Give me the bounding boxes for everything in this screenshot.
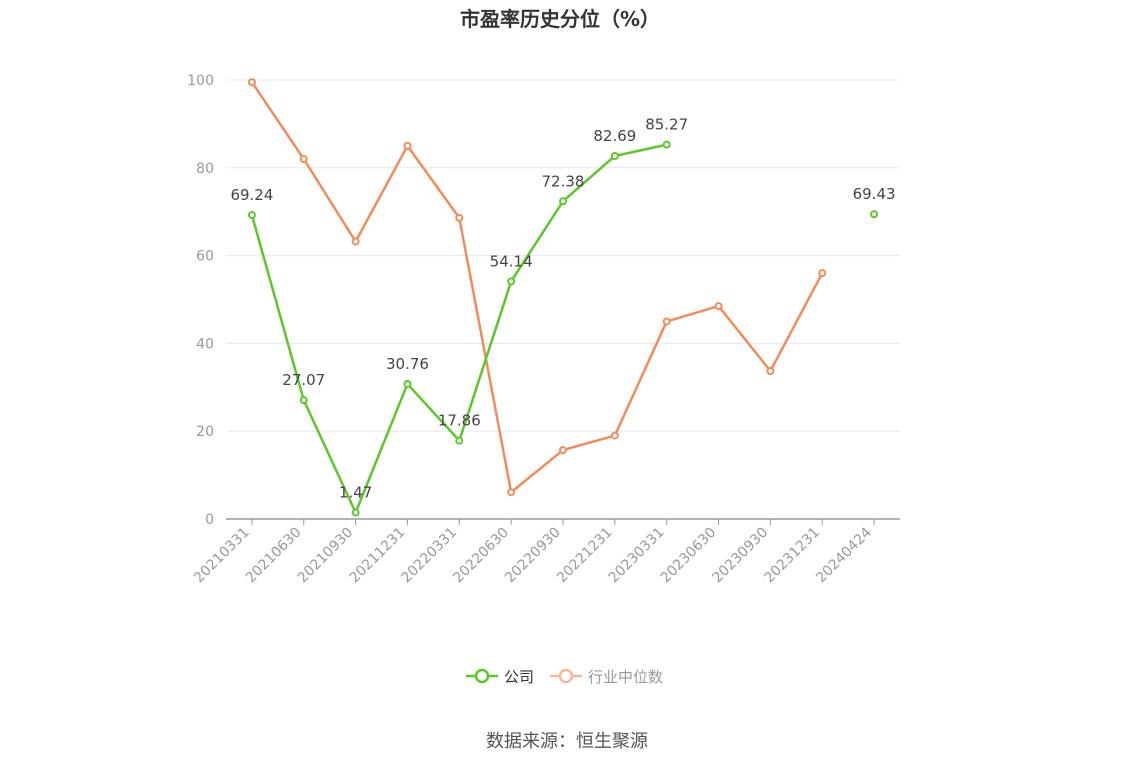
data-point	[403, 379, 412, 388]
x-tick-label: 20230331	[606, 525, 668, 587]
data-point	[766, 367, 775, 376]
series-layer: 69.24 27.07 1.47 30.76 17.86 54.14 72.38 82.69 8…	[230, 78, 896, 517]
x-tick-label: 20220930	[502, 525, 564, 587]
grid-lines	[226, 79, 900, 432]
y-axis: 0 20 40 60 80 100	[187, 73, 214, 528]
chart-title: 市盈率历史分位（%）	[460, 7, 660, 31]
data-label: 17.86	[438, 412, 481, 430]
x-tick-label: 20210930	[295, 525, 357, 587]
y-tick-label: 20	[196, 424, 214, 440]
data-label: 72.38	[542, 172, 585, 190]
data-point	[455, 436, 464, 445]
y-tick-label: 0	[205, 512, 214, 528]
data-label: 30.76	[386, 355, 429, 373]
data-point	[299, 396, 308, 405]
y-tick-label: 80	[196, 161, 214, 177]
x-tick-label: 20230630	[658, 525, 720, 587]
data-label: 1.47	[339, 484, 372, 502]
data-point	[247, 211, 256, 220]
data-point	[507, 488, 516, 497]
data-label: 54.14	[490, 252, 533, 270]
legend: 公司 行业中位数	[466, 668, 663, 686]
y-tick-label: 100	[187, 73, 214, 89]
legend-marker	[474, 668, 490, 684]
data-source: 数据来源：恒生聚源	[486, 731, 648, 752]
series-line	[250, 81, 824, 494]
legend-label: 行业中位数	[588, 668, 663, 686]
x-tick-label: 20220331	[398, 525, 460, 587]
data-point	[870, 210, 879, 219]
x-axis: 2021033120210630202109302021123120220331…	[191, 518, 900, 587]
data-point	[662, 317, 671, 326]
legend-item-industry-median[interactable]: 行业中位数	[550, 668, 663, 686]
data-point	[559, 197, 567, 206]
x-tick-label: 20211231	[347, 525, 409, 587]
x-tick-label: 20210630	[243, 525, 305, 587]
series-line	[250, 143, 667, 514]
x-tick-label: 20221231	[554, 525, 616, 587]
x-tick-label: 20220630	[450, 525, 512, 587]
legend-item-company[interactable]: 公司	[466, 668, 534, 686]
data-point	[403, 141, 412, 150]
data-point	[299, 155, 308, 164]
data-label: 27.07	[282, 371, 325, 389]
data-point	[610, 431, 619, 440]
y-tick-label: 40	[196, 336, 214, 352]
x-tick-label: 20210331	[191, 525, 253, 587]
data-point	[507, 277, 516, 286]
data-label: 82.69	[593, 127, 636, 145]
data-point	[351, 508, 360, 517]
data-label: 69.43	[853, 185, 896, 203]
data-point	[559, 446, 567, 455]
series-industry-median	[247, 78, 827, 497]
data-point	[818, 269, 827, 278]
data-label: 69.24	[230, 186, 273, 204]
legend-label: 公司	[504, 668, 534, 686]
x-tick-label: 20230930	[710, 525, 772, 587]
data-point	[351, 237, 360, 246]
data-point	[610, 151, 619, 160]
data-label: 85.27	[645, 116, 688, 134]
x-tick-label: 20231231	[761, 525, 823, 587]
legend-marker	[558, 668, 574, 684]
data-point	[247, 78, 256, 87]
x-tick-label: 20240424	[813, 524, 875, 586]
y-tick-label: 60	[196, 249, 214, 265]
data-point	[714, 302, 723, 311]
series-company	[247, 140, 879, 517]
data-point	[662, 140, 671, 149]
data-point	[455, 213, 464, 222]
